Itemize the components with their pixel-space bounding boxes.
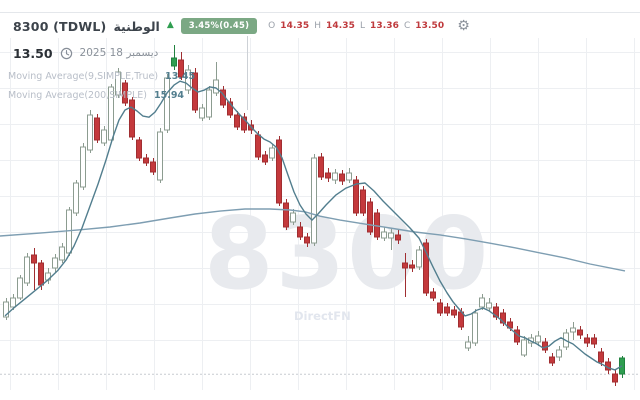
close-label: C — [403, 21, 411, 31]
watermark-symbol-code: 8300 — [204, 195, 490, 312]
ma9-label: Moving Average(9,SIMPLE,True) — [8, 71, 159, 82]
settings-gear-icon[interactable]: ⚙ — [457, 18, 470, 34]
low-label: L — [359, 21, 365, 31]
symbol-code: 8300 (TDWL) — [13, 18, 107, 34]
change-badge: 3.45%(0.45) — [180, 18, 258, 34]
quote-bar: 13.50 ديسمبر 18 2025 — [13, 45, 158, 61]
high-label: H — [314, 21, 322, 31]
ma200-label: Moving Average(200,SIMPLE) — [8, 90, 147, 101]
close-value: 13.50 — [415, 21, 445, 31]
ma9-value: 13.45 — [165, 71, 196, 82]
ma9-line — [4, 80, 623, 371]
chart-date: ديسمبر 18 2025 — [79, 47, 159, 59]
trend-up-icon: ▲ — [166, 20, 174, 30]
header-bar: 8300 (TDWL) الوطنية ▲ 3.45%(0.45) O 14.3… — [13, 17, 470, 35]
last-price: 13.50 — [13, 45, 53, 61]
low-value: 13.36 — [370, 21, 399, 31]
ohlc-readout: O 14.35 H 14.35 L 13.36 C 13.50 — [268, 21, 444, 31]
indicator-legend-ma9[interactable]: Moving Average(9,SIMPLE,True) 13.45 — [8, 71, 195, 82]
symbol-name-arabic: الوطنية — [113, 18, 160, 34]
ma200-value: 15.94 — [153, 90, 185, 101]
high-value: 14.35 — [326, 21, 355, 31]
open-value: 14.35 — [280, 21, 310, 31]
indicator-legend-ma200[interactable]: Moving Average(200,SIMPLE) 15.94 — [8, 90, 184, 101]
candlestick-layer — [3, 45, 625, 387]
open-label: O — [268, 21, 276, 31]
ma200-line — [0, 208, 626, 272]
watermark-brand: DirectFN — [294, 309, 351, 323]
grid-layer — [0, 38, 640, 390]
clock-icon — [60, 47, 72, 59]
